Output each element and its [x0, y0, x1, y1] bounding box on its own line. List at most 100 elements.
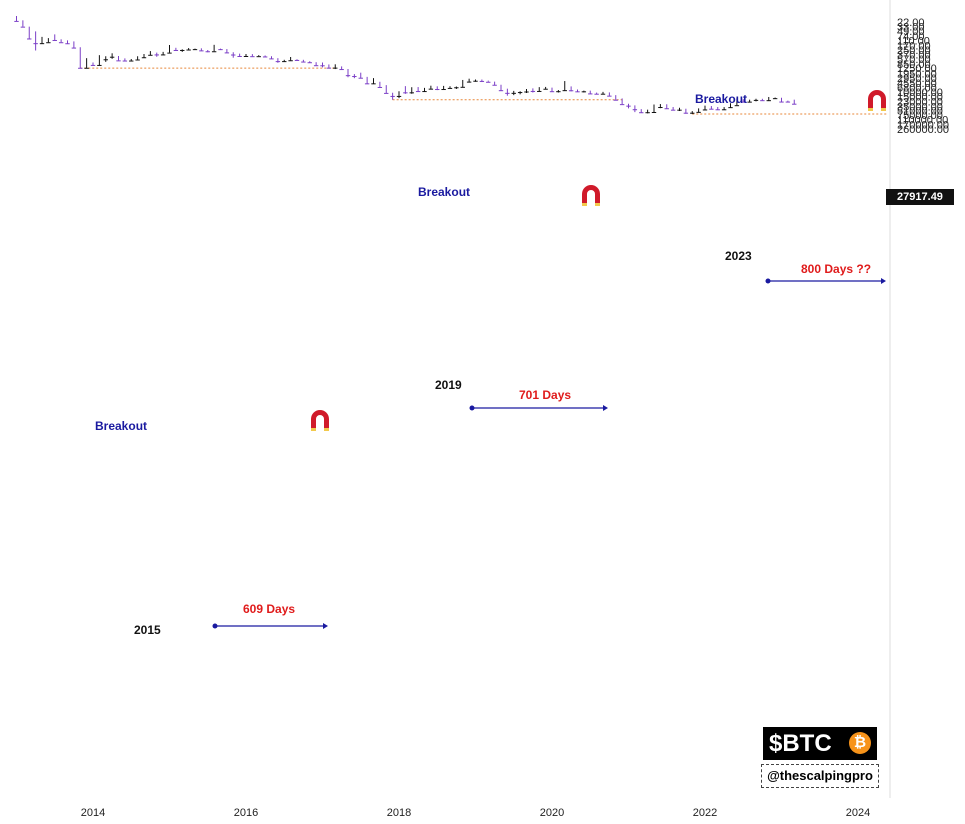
author-handle: @thescalpingpro: [761, 764, 879, 788]
price-tick-label: 260000.00: [897, 124, 949, 136]
price-tick-label: 170.00: [897, 40, 931, 52]
price-tick-label: 22.00: [897, 17, 925, 29]
candle: [690, 111, 695, 115]
price-tick-label: 2950.00: [897, 73, 937, 85]
candle: [530, 88, 536, 93]
candle: [333, 64, 338, 70]
candle: [517, 91, 523, 95]
candle: [479, 79, 485, 83]
candle: [498, 84, 504, 92]
price-tick-label: 110.00: [897, 35, 930, 47]
candle: [358, 72, 363, 79]
price-tick-label: 10000.00: [897, 87, 943, 99]
candle-body: [619, 104, 625, 106]
price-axis: 260000.00170000.00110000.0075000.0051000…: [897, 17, 949, 136]
candle: [460, 79, 465, 88]
candle: [269, 56, 274, 60]
candle: [288, 57, 293, 62]
candle-body: [511, 92, 516, 94]
candle: [71, 41, 77, 49]
candle: [396, 91, 402, 99]
days-label-701: 701 Days: [519, 388, 571, 402]
candle-body: [498, 90, 504, 92]
candle-body: [262, 56, 268, 58]
candle: [345, 68, 351, 78]
candle-body: [186, 49, 191, 51]
candle-body: [766, 100, 771, 102]
price-tick-label: 170000.00: [897, 119, 949, 131]
candle-body: [607, 95, 612, 97]
candle-body: [537, 90, 542, 92]
candle: [772, 97, 778, 100]
candle-body: [78, 67, 83, 69]
candle: [282, 59, 287, 63]
breakout-label-2017: Breakout: [418, 185, 470, 199]
candle: [581, 90, 587, 93]
candle-body: [779, 101, 784, 103]
time-tick-label: 2020: [540, 807, 564, 819]
candle-body: [27, 38, 32, 40]
candle: [211, 44, 217, 53]
candle: [766, 96, 771, 102]
candle: [192, 48, 198, 51]
candle: [473, 79, 478, 82]
days-label-800: 800 Days ??: [801, 262, 871, 276]
candle-body: [148, 54, 153, 56]
candle: [792, 99, 797, 105]
candle-body: [205, 51, 210, 53]
price-tick-label: 23000.00: [897, 96, 943, 108]
candle-body: [517, 92, 523, 94]
candle-body: [294, 59, 300, 61]
candle: [46, 38, 51, 44]
candle-body: [543, 88, 548, 90]
candle-body: [460, 86, 465, 88]
candle-body: [122, 60, 128, 62]
candle: [556, 90, 561, 93]
candle-body: [709, 108, 714, 110]
bitcoin-icon: ₿: [849, 732, 871, 754]
candle-body: [58, 42, 64, 44]
range-arrow-609: [212, 623, 328, 629]
candle: [97, 55, 102, 66]
candle: [384, 85, 389, 94]
candle: [122, 58, 128, 62]
candle-body: [326, 67, 332, 69]
candle-body: [568, 90, 574, 92]
candle-body: [747, 101, 752, 103]
candle-body: [753, 99, 759, 101]
candle: [785, 100, 791, 103]
candle-body: [307, 62, 312, 64]
price-tick-label: 850.00: [897, 59, 931, 71]
cycle-low-label-2015: 2015: [134, 623, 161, 637]
candle-body: [702, 109, 708, 111]
candle-body: [224, 52, 230, 54]
candle: [651, 104, 657, 114]
candle: [486, 80, 491, 83]
candle: [435, 86, 440, 91]
candle-body: [358, 77, 363, 79]
price-tick-label: 1950.00: [897, 68, 937, 80]
price-tick-label: 49.00: [897, 26, 925, 38]
candle-body: [371, 83, 376, 85]
candle: [728, 103, 733, 109]
ticker-label: $BTC: [769, 730, 832, 757]
candle-body: [313, 65, 319, 67]
candle-body: [581, 91, 587, 93]
candle: [160, 51, 166, 56]
candle-body: [84, 67, 89, 69]
candle-body: [403, 92, 408, 94]
candle-body: [530, 90, 536, 92]
candle-body: [639, 112, 644, 114]
candle-body: [320, 65, 325, 67]
time-tick-label: 2016: [234, 807, 258, 819]
breakout-label-2021: Breakout: [695, 92, 747, 106]
candle-body: [65, 43, 70, 45]
candle: [294, 59, 300, 61]
candle: [148, 51, 153, 56]
candle: [466, 78, 472, 83]
candle: [747, 99, 752, 103]
candle-body: [345, 75, 351, 77]
candle: [600, 91, 606, 95]
price-tick-label: 4550.00: [897, 78, 937, 90]
candle-body: [135, 59, 140, 61]
